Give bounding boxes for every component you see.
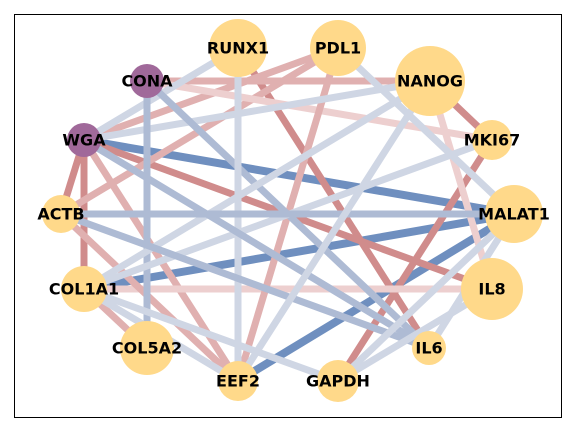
edges-layer: [57, 44, 517, 385]
edge-col1a1-gapdh: [82, 285, 340, 385]
edge-gapdh-mki67: [335, 138, 495, 383]
node-label-mki67: MKI67: [464, 131, 521, 150]
node-il6: [412, 331, 446, 365]
node-label-pdl1: PDL1: [315, 39, 361, 58]
node-mki67: [472, 120, 512, 160]
plot-frame: [14, 14, 562, 418]
edge-nanog-il8: [426, 80, 496, 290]
node-col1a1: [61, 266, 107, 312]
node-label-actb: ACTB: [37, 205, 84, 224]
node-label-col5a2: COL5A2: [112, 339, 182, 358]
nodes-layer: [42, 19, 543, 402]
edge-pdl1-malat1: [335, 45, 517, 217]
node-label-runx1: RUNX1: [207, 39, 269, 58]
node-eef2: [218, 361, 258, 401]
edge-gapdh-malat1: [335, 211, 517, 384]
node-col5a2: [120, 321, 174, 375]
node-malat1: [485, 185, 543, 243]
node-cona: [130, 64, 164, 98]
node-label-wga: WGA: [62, 131, 106, 150]
node-nanog: [395, 46, 465, 116]
edge-wga-il6: [82, 137, 431, 351]
node-label-nanog: NANOG: [397, 72, 463, 91]
node-runx1: [209, 19, 267, 77]
node-pdl1: [310, 20, 366, 76]
edge-wga-nanog: [83, 77, 431, 144]
edge-eef2-nanog: [235, 79, 433, 383]
node-label-malat1: MALAT1: [478, 205, 550, 224]
node-actb: [42, 195, 80, 233]
node-il8: [461, 258, 523, 320]
node-label-cona: CONA: [121, 72, 173, 91]
edge-col1a1-malat1: [83, 210, 515, 293]
node-label-gapdh: GAPDH: [306, 372, 370, 391]
node-label-eef2: EEF2: [216, 372, 260, 391]
node-gapdh: [317, 360, 359, 402]
labels-layer: RUNX1 PDL1 NANOG CONA MKI67 WGA ACTB MALAT1 COL1…: [37, 39, 549, 391]
edge-col1a1-nanog: [82, 78, 432, 292]
edge-actb-il6: [59, 210, 431, 352]
node-label-il8: IL8: [478, 280, 505, 299]
node-label-col1a1: COL1A1: [49, 280, 119, 299]
node-wga: [67, 123, 101, 157]
node-label-il6: IL6: [415, 339, 442, 358]
